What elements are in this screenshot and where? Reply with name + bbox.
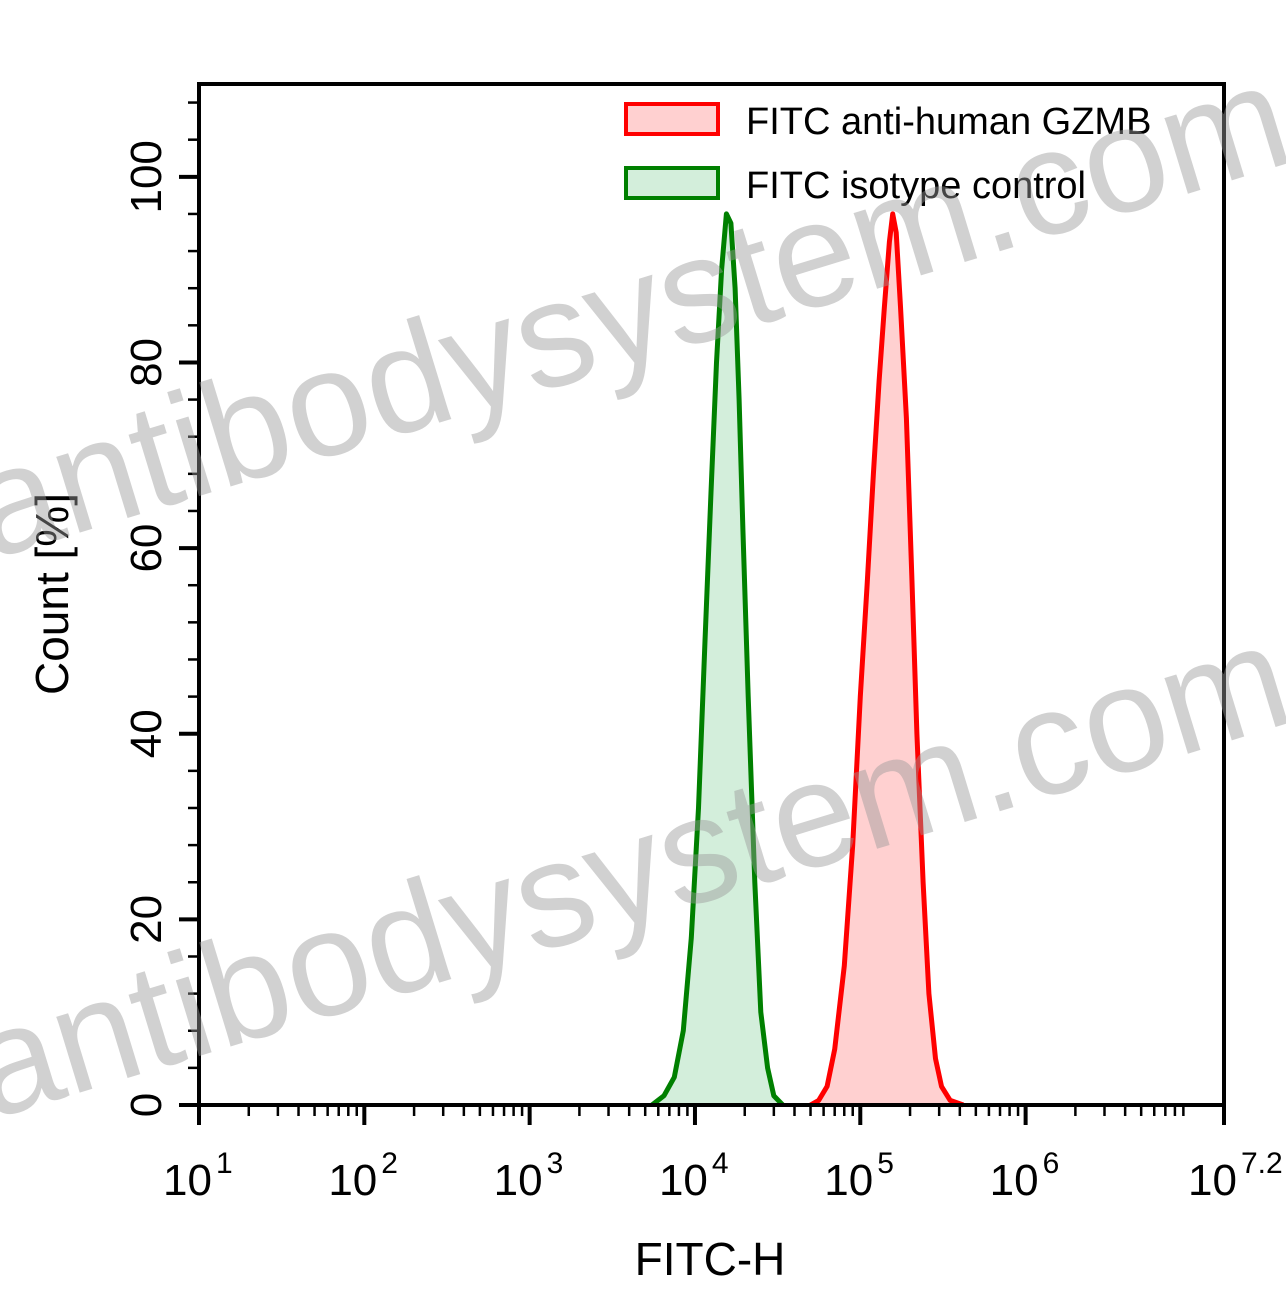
series-line-0 [809, 211, 965, 1108]
x-tick-label: 10 4 [659, 1147, 729, 1205]
y-tick-label: 40 [122, 709, 171, 758]
watermark-text-lower: antibodysystem.com [0, 590, 1286, 1150]
series-fill-0 [810, 213, 964, 1105]
x-axis-title: FITC-H [635, 1233, 786, 1285]
x-tick-label: 10 7.2 [1188, 1147, 1283, 1205]
y-tick-label: 60 [122, 524, 171, 573]
legend-swatch-0 [624, 102, 720, 136]
y-tick-label: 100 [122, 140, 171, 213]
legend-label-0: FITC anti-human GZMB [746, 101, 1151, 143]
axes: 10 1 10 2 10 3 10 4 10 5 10 6 10 7.2 0 20 40 60 80 100 [122, 82, 1283, 1205]
y-tick-label: 80 [122, 338, 171, 387]
legend: FITC anti-human GZMB FITC isotype control [624, 101, 1151, 207]
x-tick-label: 10 5 [824, 1147, 894, 1205]
series-fill-1 [652, 213, 783, 1105]
x-tick-label: 10 6 [990, 1147, 1060, 1205]
y-tick-label: 20 [122, 895, 171, 944]
plot-frame [197, 82, 1226, 1107]
legend-swatch-1 [624, 166, 720, 200]
y-tick-label: 0 [122, 1093, 171, 1117]
y-axis-title: Count [%] [26, 493, 78, 695]
x-tick-label: 10 3 [494, 1147, 564, 1205]
series-line-1 [650, 211, 785, 1107]
plot-area [650, 211, 965, 1108]
x-tick-label: 10 2 [328, 1147, 398, 1205]
x-tick-label: 10 1 [163, 1147, 233, 1205]
legend-label-1: FITC isotype control [746, 165, 1086, 207]
